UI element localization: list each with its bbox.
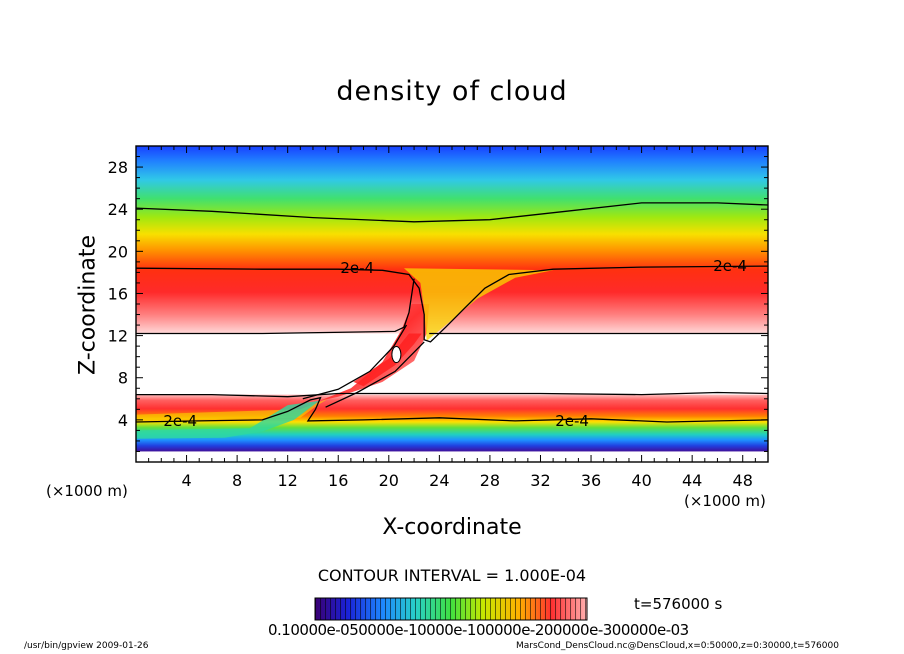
footer-left: /usr/bin/gpview 2009-01-26: [24, 641, 149, 651]
x-tick-label: 8: [232, 471, 242, 490]
contour-upper-2e-4: [136, 265, 768, 343]
surface-strip: [136, 451, 768, 462]
x-tick-label: 12: [278, 471, 298, 490]
y-axis: 4 8 12 16 20 24 28: [108, 145, 768, 463]
colorbar-tick-labels: 0.10000e-050000e-10000e-100000e-200000e-…: [268, 621, 689, 639]
y-tick-label: 16: [108, 284, 128, 303]
x-tick-label: 16: [328, 471, 348, 490]
contour-lower-2e-4: [136, 396, 768, 423]
colorbar: [314, 597, 588, 621]
clear-layer: [136, 333, 768, 395]
contour-clear-top-left: [136, 278, 415, 335]
contour-hole: [391, 346, 402, 364]
tongue-core: [353, 333, 422, 387]
x-tick-label: 32: [530, 471, 550, 490]
contour-upper-24: [136, 202, 768, 223]
contour-labels: 2e-4 2e-4 2e-4 2e-4: [163, 257, 747, 430]
x-tick-label: 4: [181, 471, 191, 490]
x-tick-label: 28: [480, 471, 500, 490]
y-axis-label: Z-coordinate: [75, 235, 101, 375]
contour-lines: [136, 202, 768, 423]
y-tick-label: 8: [118, 369, 128, 388]
y-tick-label: 4: [118, 411, 128, 430]
y-tick-label: 12: [108, 327, 128, 346]
contour-label: 2e-4: [713, 257, 747, 275]
x-tick-label: 40: [631, 471, 651, 490]
x-axis: 4 8 12 16 20 24 28 32 36 40 44 48: [135, 146, 769, 490]
colorbar-stripes: [315, 598, 587, 620]
lower-cloud-band: [136, 394, 768, 452]
contour-label: 2e-4: [555, 412, 589, 430]
footer-right: MarsCond_DensCloud.nc@DensCloud,x=0:5000…: [516, 641, 839, 651]
y-tick-label: 28: [108, 158, 128, 177]
tongue-hole: [391, 346, 401, 363]
y-tick-label: 24: [108, 200, 128, 219]
contour-interval-label: CONTOUR INTERVAL = 1.000E-04: [317, 566, 587, 585]
x-tick-label: 44: [682, 471, 702, 490]
contour-label: 2e-4: [163, 412, 197, 430]
downdraft-tongue: [319, 304, 430, 401]
density-field: [136, 146, 768, 462]
funnel: [404, 268, 554, 341]
contour-label: 2e-4: [340, 259, 374, 277]
x-unit-label-left: (×1000 m): [46, 482, 128, 500]
contour-tongue-upper: [302, 324, 408, 400]
colorbar-frame: [314, 597, 588, 621]
time-label: t=576000 s: [634, 595, 723, 613]
contour-lower-top: [136, 391, 768, 398]
x-unit-label-right: (×1000 m): [684, 492, 766, 510]
x-tick-label: 36: [581, 471, 601, 490]
contour-tongue-lower: [325, 341, 425, 408]
x-tick-label: 20: [379, 471, 399, 490]
chart-title: density of cloud: [336, 76, 568, 107]
x-tick-label: 48: [733, 471, 753, 490]
x-axis-label: X-coordinate: [382, 515, 522, 540]
x-tick-label: 24: [429, 471, 449, 490]
y-tick-label: 20: [108, 242, 128, 261]
